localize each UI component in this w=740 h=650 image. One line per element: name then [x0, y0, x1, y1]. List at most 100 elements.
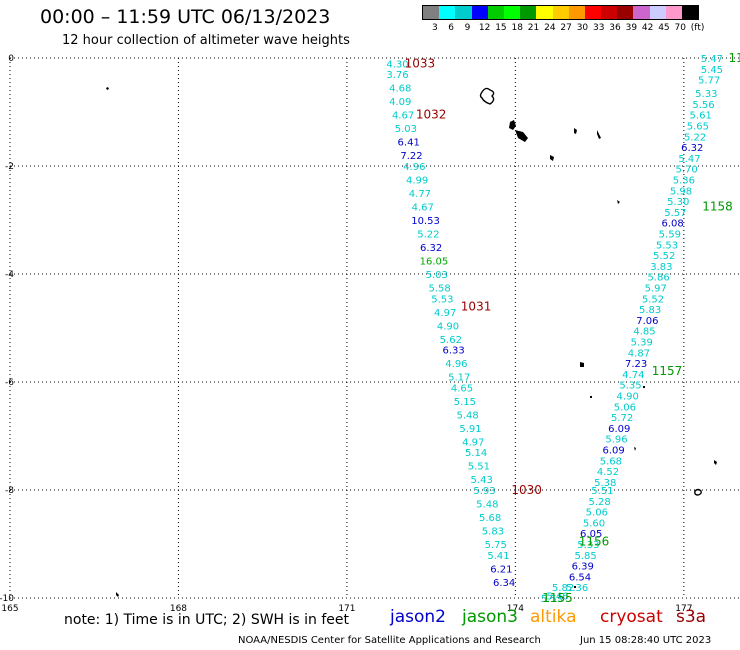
pass-time-label: 1158 [702, 200, 733, 214]
wave-height-value: 6.32 [681, 143, 703, 154]
wave-height-value: 6.21 [490, 564, 512, 575]
wave-height-value: 6.32 [420, 243, 442, 254]
pass-time-label: 1031 [461, 299, 492, 313]
wave-height-value: 5.30 [667, 197, 689, 208]
credit-agency: NOAA/NESDIS Center for Satellite Applica… [238, 635, 541, 646]
island [714, 460, 717, 465]
wave-height-value: 3.83 [650, 262, 672, 273]
colorbar-swatch [601, 6, 618, 19]
wave-height-value: 4.85 [633, 327, 655, 338]
island [106, 87, 109, 90]
wave-height-value: 6.41 [398, 138, 420, 149]
island [590, 396, 592, 398]
wave-height-value: 4.65 [451, 383, 473, 394]
colorbar-label: (ft) [690, 23, 705, 33]
colorbar-swatch [503, 6, 521, 19]
wave-height-value: 6.09 [608, 424, 630, 435]
wave-height-value: 5.47 [701, 54, 723, 65]
wave-height-value: 5.39 [631, 338, 653, 349]
wave-height-value: 5.47 [678, 154, 700, 165]
wave-height-value: 5.46 [546, 591, 568, 602]
wave-height-value: 6.05 [580, 529, 602, 540]
pass-time-label: 1157 [652, 364, 683, 378]
colorbar-swatch [649, 6, 666, 19]
pass-time-label: 1156 [579, 534, 610, 548]
island [574, 128, 577, 134]
wave-height-value: 5.36 [566, 583, 588, 594]
wave-height-value: 5.62 [440, 335, 462, 346]
island [617, 200, 620, 204]
x-tick-label: 168 [170, 604, 187, 614]
colorbar-swatch [617, 6, 634, 19]
wave-height-value: 5.56 [692, 100, 714, 111]
colorbar-swatch [584, 6, 602, 19]
wave-height-value: 5.52 [653, 251, 675, 262]
wave-height-value: 4.90 [437, 321, 459, 332]
wave-height-value: 4.52 [597, 467, 619, 478]
map-title: 00:00 – 11:59 UTC 06/13/2023 [40, 6, 331, 28]
wave-height-value: 3.76 [386, 70, 408, 81]
wave-height-value: 5.72 [611, 413, 633, 424]
wave-height-value: 5.03 [395, 124, 417, 135]
wave-height-value: 5.98 [670, 186, 692, 197]
wave-height-value: 5.61 [690, 111, 712, 122]
pass-time-label: 1032 [416, 108, 447, 122]
wave-height-value: 5.68 [479, 513, 501, 524]
wave-height-value: 5.36 [673, 176, 695, 187]
wave-height-value: 4.74 [622, 370, 644, 381]
y-tick-label: -6 [5, 378, 14, 388]
wave-height-value: 4.67 [412, 203, 434, 214]
wave-height-value: 5.83 [482, 527, 504, 538]
satellite-legend-altika: altika [530, 607, 577, 627]
colorbar-label: 70 [674, 23, 686, 33]
pass-time-label: 1155 [542, 591, 573, 605]
y-tick-label: -2 [5, 162, 14, 172]
wave-height-value: 6.39 [572, 562, 594, 573]
colorbar-swatch [682, 6, 699, 19]
wave-height-value: 5.85 [574, 551, 596, 562]
wave-height-value: 5.51 [591, 486, 613, 497]
x-tick-label: 165 [1, 604, 18, 614]
wave-height-value: 5.28 [588, 497, 610, 508]
wave-height-value: 4.96 [445, 359, 467, 370]
y-tick-label: -8 [5, 486, 14, 496]
wave-height-value: 5.59 [659, 230, 681, 241]
colorbar-label: 45 [658, 23, 670, 33]
wave-height-value: 5.14 [465, 448, 487, 459]
wave-height-value: 5.53 [431, 294, 453, 305]
colorbar-label: 3 [432, 23, 438, 33]
colorbar-label: 9 [464, 23, 471, 33]
colorbar-label: 24 [544, 23, 556, 33]
wave-height-value: 5.35 [619, 381, 641, 392]
colorbar-swatch [487, 6, 504, 19]
wave-height-value: 5.77 [698, 76, 720, 87]
y-tick-label: 0 [8, 54, 14, 64]
wave-height-value: 7.06 [636, 316, 658, 327]
colorbar-labels: 3 6 9 12 15 18 21 24 27 30 33 36 39 42 45 70 (ft) [422, 20, 704, 34]
footer-note: note: 1) Time is in UTC; 2) SWH is in fe… [64, 612, 350, 628]
wave-height-value: 4.09 [389, 97, 411, 108]
wave-height-value: 4.99 [406, 176, 428, 187]
island [479, 87, 495, 105]
satellite-legend-jason2: jason2 [390, 607, 446, 627]
wave-height-value: 5.93 [473, 486, 495, 497]
wave-height-value: 5.06 [614, 402, 636, 413]
wave-height-value: 5.51 [468, 462, 490, 473]
colorbar-swatch [439, 6, 456, 19]
wave-height-value: 7.22 [400, 151, 422, 162]
island [694, 488, 702, 496]
pass-time-label: 1033 [405, 56, 436, 70]
colorbar-label: 21 [527, 23, 540, 33]
colorbar-swatch [633, 6, 650, 19]
colorbar-swatch [665, 6, 682, 19]
wave-height-value: 5.17 [448, 373, 470, 384]
wave-height-value: 6.54 [569, 572, 591, 583]
colorbar-label: 27 [560, 23, 572, 33]
colorbar-label: 39 [625, 23, 638, 33]
wave-height-value: 6.08 [661, 219, 683, 230]
wave-height-value: 4.68 [389, 84, 411, 95]
wave-height-value: 4.97 [462, 437, 484, 448]
wave-height-value: 5.41 [487, 551, 509, 562]
wave-height-value: 5.22 [417, 230, 439, 241]
